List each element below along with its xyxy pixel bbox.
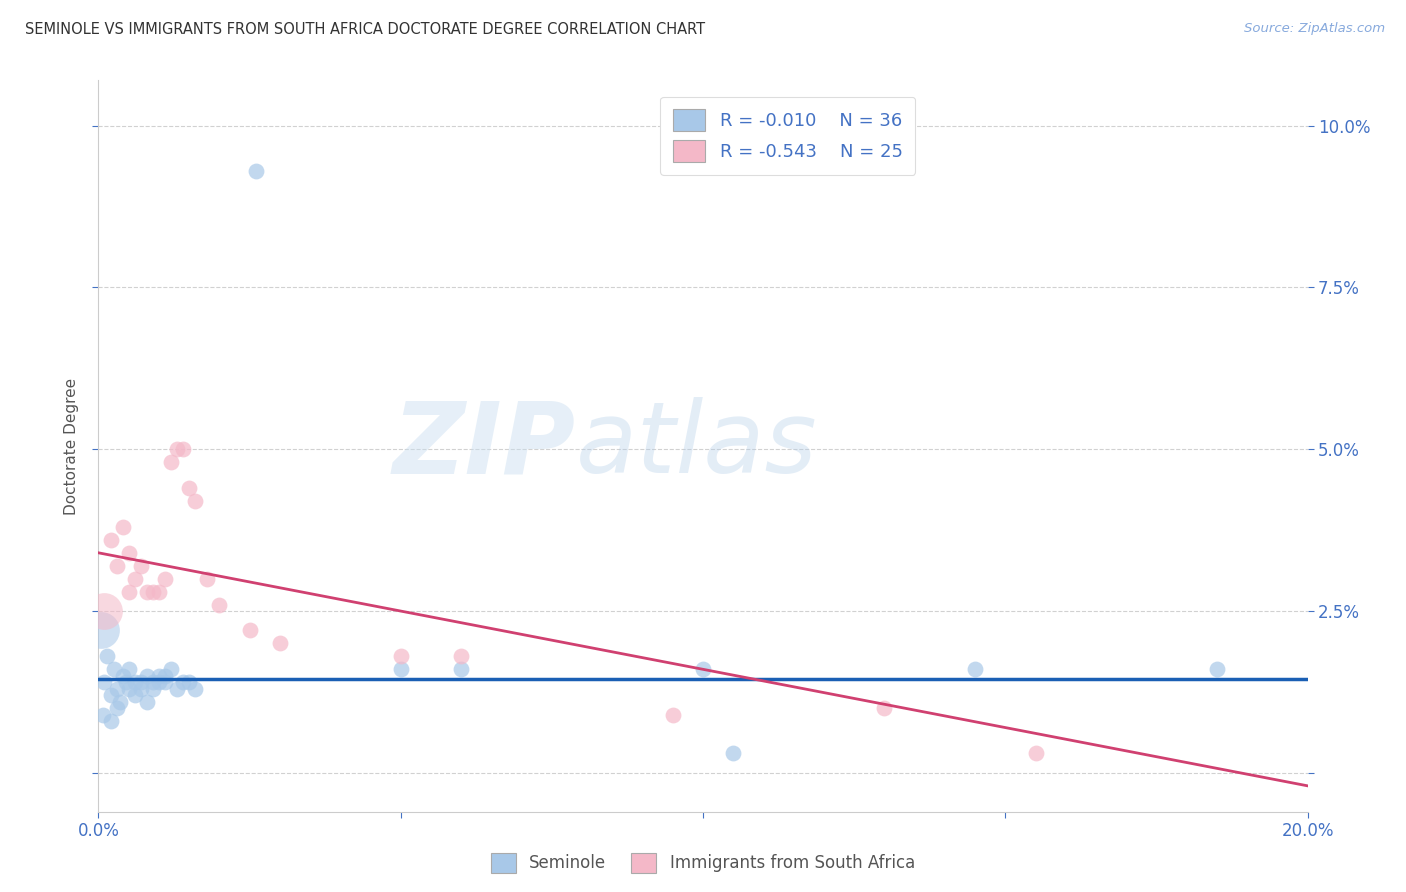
- Point: [118, 584, 141, 599]
- Point: [245, 164, 267, 178]
- Point: [103, 662, 125, 676]
- Y-axis label: Doctorate Degree: Doctorate Degree: [65, 377, 79, 515]
- Point: [389, 662, 412, 676]
- Point: [1206, 662, 1229, 676]
- Point: [114, 675, 136, 690]
- Point: [389, 649, 412, 664]
- Point: [129, 558, 152, 573]
- Point: [129, 675, 152, 690]
- Point: [195, 572, 218, 586]
- Point: [93, 604, 115, 618]
- Point: [184, 681, 207, 696]
- Point: [166, 681, 188, 696]
- Legend: R = -0.010    N = 36, R = -0.543    N = 25: R = -0.010 N = 36, R = -0.543 N = 25: [659, 96, 915, 175]
- Point: [100, 714, 122, 728]
- Point: [269, 636, 291, 650]
- Point: [135, 695, 157, 709]
- Point: [179, 481, 201, 495]
- Point: [118, 681, 141, 696]
- Point: [692, 662, 714, 676]
- Point: [91, 707, 114, 722]
- Point: [450, 649, 472, 664]
- Point: [118, 662, 141, 676]
- Point: [129, 681, 152, 696]
- Point: [142, 675, 165, 690]
- Point: [124, 688, 146, 702]
- Point: [160, 662, 183, 676]
- Point: [179, 675, 201, 690]
- Point: [661, 707, 683, 722]
- Point: [118, 546, 141, 560]
- Point: [96, 649, 118, 664]
- Point: [111, 520, 134, 534]
- Point: [239, 624, 262, 638]
- Point: [965, 662, 987, 676]
- Point: [108, 695, 131, 709]
- Point: [723, 747, 745, 761]
- Point: [135, 669, 157, 683]
- Point: [124, 572, 146, 586]
- Point: [135, 584, 157, 599]
- Point: [148, 669, 170, 683]
- Text: Source: ZipAtlas.com: Source: ZipAtlas.com: [1244, 22, 1385, 36]
- Point: [172, 675, 194, 690]
- Point: [142, 584, 165, 599]
- Point: [105, 701, 128, 715]
- Point: [124, 675, 146, 690]
- Point: [148, 584, 170, 599]
- Point: [153, 675, 176, 690]
- Point: [450, 662, 472, 676]
- Point: [100, 533, 122, 547]
- Point: [184, 494, 207, 508]
- Point: [105, 558, 128, 573]
- Point: [148, 675, 170, 690]
- Text: atlas: atlas: [576, 398, 818, 494]
- Point: [172, 442, 194, 457]
- Point: [105, 681, 128, 696]
- Text: SEMINOLE VS IMMIGRANTS FROM SOUTH AFRICA DOCTORATE DEGREE CORRELATION CHART: SEMINOLE VS IMMIGRANTS FROM SOUTH AFRICA…: [25, 22, 706, 37]
- Point: [93, 675, 115, 690]
- Point: [90, 624, 112, 638]
- Point: [208, 598, 231, 612]
- Point: [160, 455, 183, 469]
- Point: [153, 572, 176, 586]
- Legend: Seminole, Immigrants from South Africa: Seminole, Immigrants from South Africa: [484, 847, 922, 880]
- Point: [111, 669, 134, 683]
- Point: [100, 688, 122, 702]
- Text: ZIP: ZIP: [394, 398, 576, 494]
- Point: [1024, 747, 1046, 761]
- Point: [153, 669, 176, 683]
- Point: [142, 681, 165, 696]
- Point: [166, 442, 188, 457]
- Point: [873, 701, 896, 715]
